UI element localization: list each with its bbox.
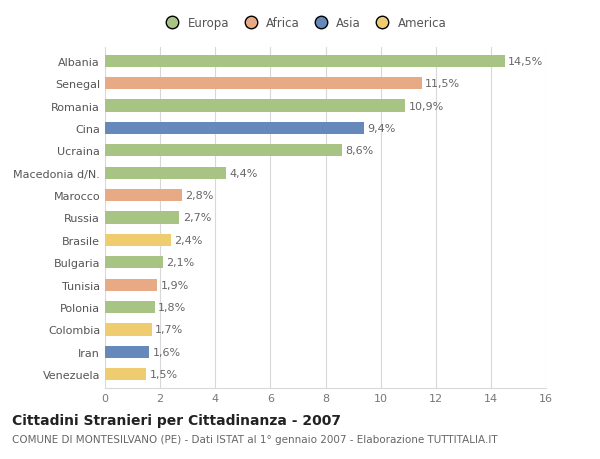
Text: 2,8%: 2,8% [185, 190, 214, 201]
Text: 1,6%: 1,6% [152, 347, 181, 357]
Bar [105, 212, 179, 224]
Text: 1,7%: 1,7% [155, 325, 184, 335]
Bar [105, 257, 163, 269]
Text: 1,5%: 1,5% [149, 369, 178, 380]
Bar [105, 167, 226, 179]
Bar [105, 346, 149, 358]
Text: 11,5%: 11,5% [425, 79, 460, 89]
Legend: Europa, Africa, Asia, America: Europa, Africa, Asia, America [161, 17, 446, 30]
Bar [105, 234, 171, 246]
Bar [105, 100, 406, 112]
Bar [105, 279, 157, 291]
Bar [105, 301, 155, 313]
Text: Cittadini Stranieri per Cittadinanza - 2007: Cittadini Stranieri per Cittadinanza - 2… [12, 413, 341, 427]
Text: 1,8%: 1,8% [158, 302, 186, 313]
Bar [105, 190, 182, 202]
Text: 10,9%: 10,9% [409, 101, 444, 111]
Bar [105, 78, 422, 90]
Bar [105, 56, 505, 68]
Text: 2,7%: 2,7% [183, 213, 211, 223]
Bar [105, 145, 342, 157]
Text: 8,6%: 8,6% [346, 146, 374, 156]
Text: 1,9%: 1,9% [161, 280, 189, 290]
Text: 4,4%: 4,4% [230, 168, 258, 179]
Bar [105, 368, 146, 381]
Text: COMUNE DI MONTESILVANO (PE) - Dati ISTAT al 1° gennaio 2007 - Elaborazione TUTTI: COMUNE DI MONTESILVANO (PE) - Dati ISTAT… [12, 434, 497, 444]
Text: 9,4%: 9,4% [367, 123, 396, 134]
Text: 2,1%: 2,1% [166, 257, 194, 268]
Bar [105, 123, 364, 135]
Text: 2,4%: 2,4% [175, 235, 203, 246]
Bar [105, 324, 152, 336]
Text: 14,5%: 14,5% [508, 56, 543, 67]
